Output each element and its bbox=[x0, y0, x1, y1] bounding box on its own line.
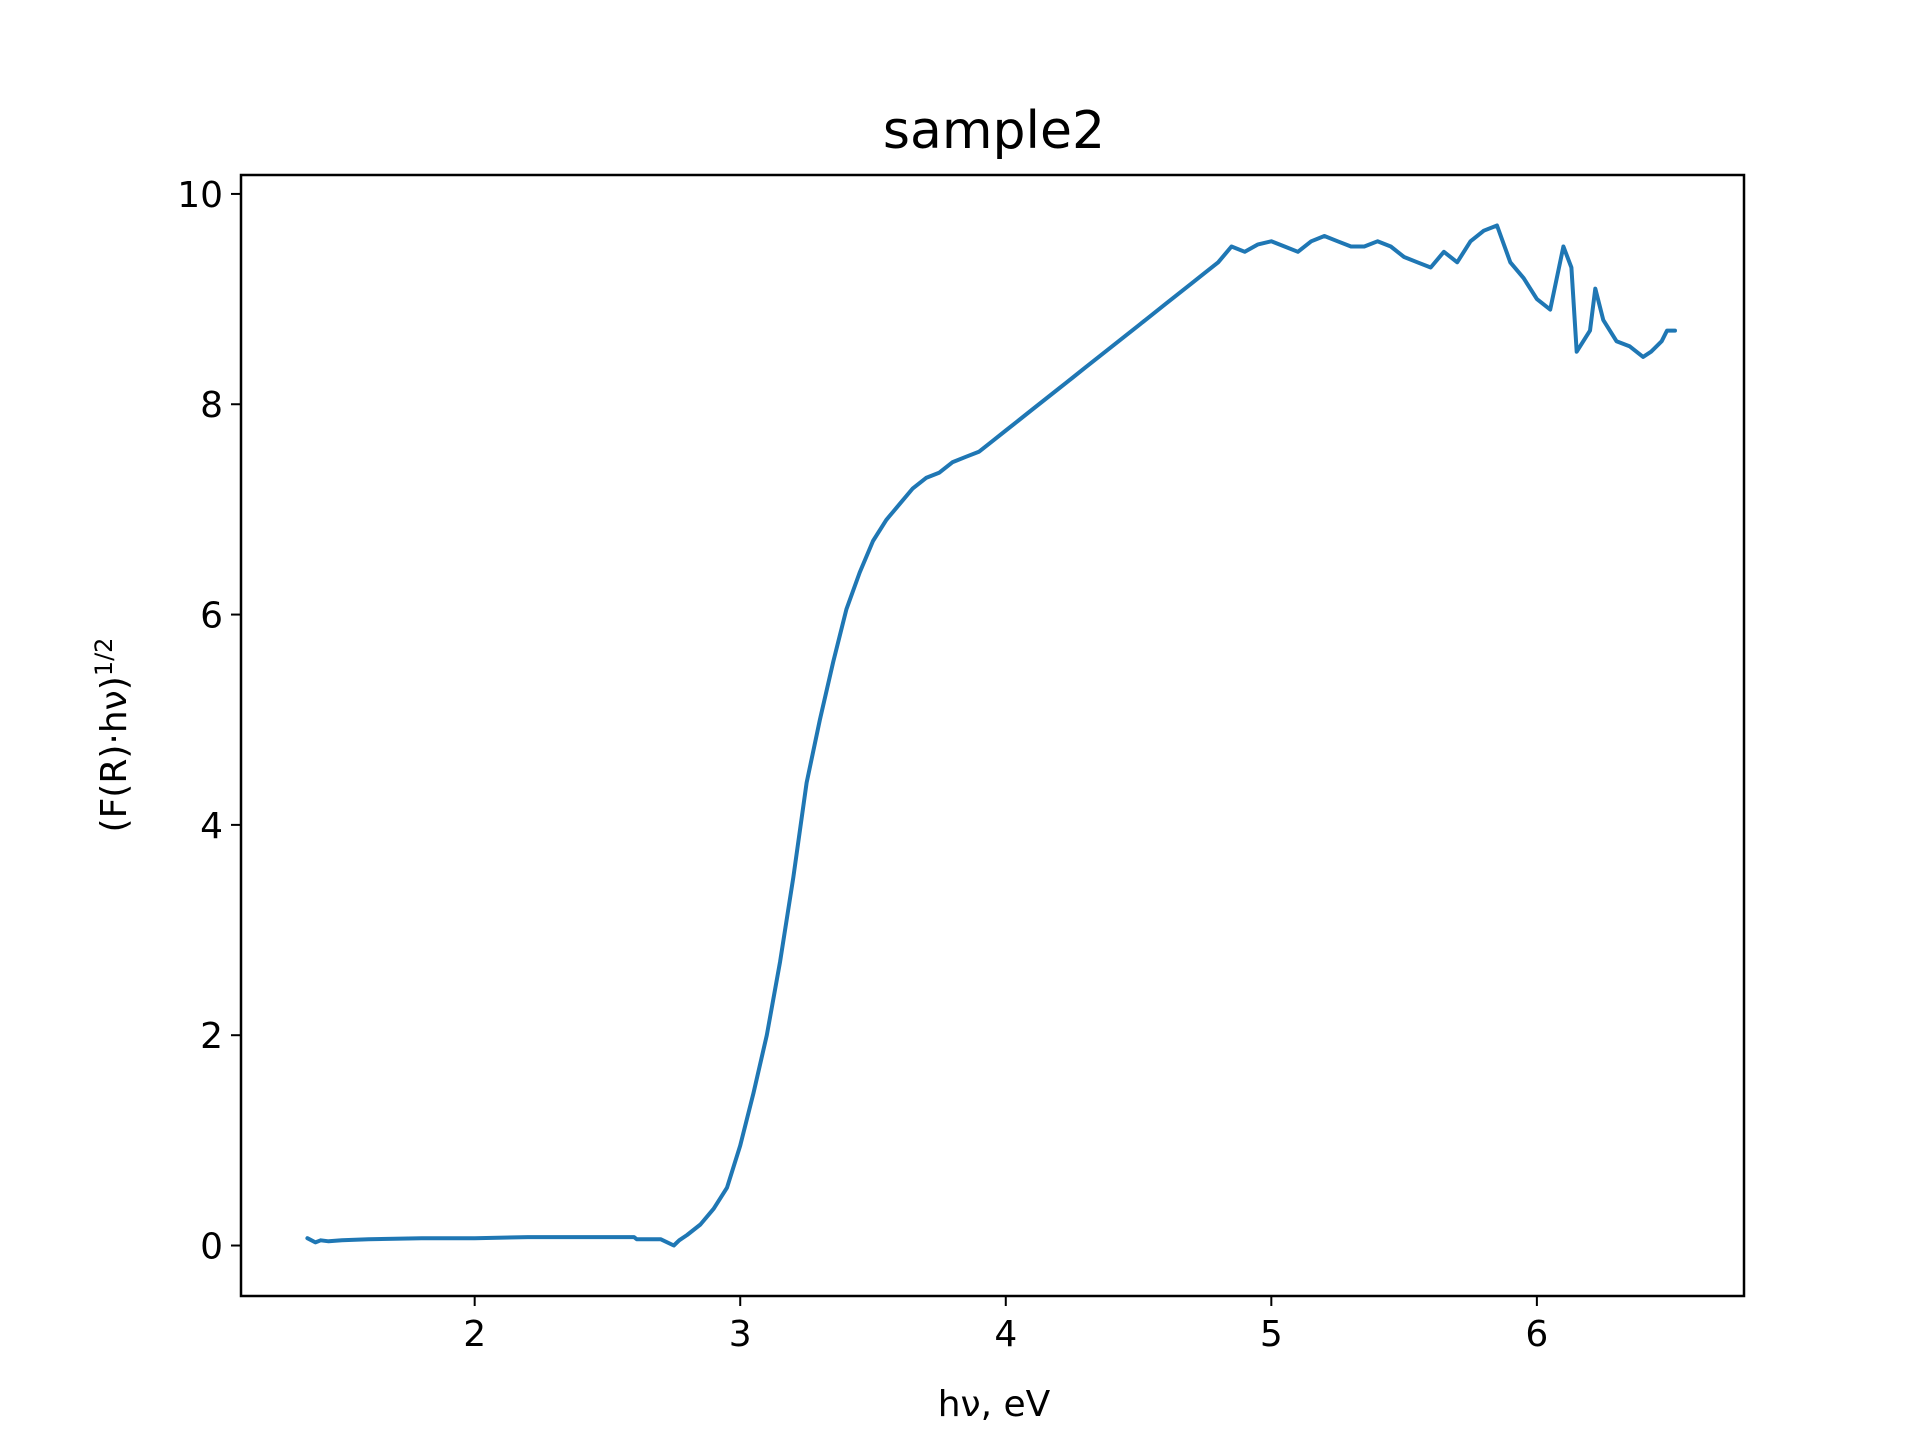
x-tick-label: 4 bbox=[994, 1314, 1017, 1355]
y-tick-label: 0 bbox=[200, 1227, 223, 1268]
x-tick-label: 3 bbox=[729, 1314, 752, 1355]
x-tick-label: 2 bbox=[463, 1314, 486, 1355]
y-tick-label: 6 bbox=[200, 596, 223, 637]
x-axis: 2 3 4 5 6 bbox=[463, 1296, 1548, 1355]
y-axis-label-main: (F(R)·hν) bbox=[94, 676, 135, 832]
x-axis-label: hν, eV bbox=[938, 1384, 1051, 1425]
chart-title: sample2 bbox=[883, 101, 1105, 161]
x-tick-label: 5 bbox=[1260, 1314, 1283, 1355]
y-axis-label: (F(R)·hν)1/2 bbox=[90, 638, 135, 833]
y-tick-label: 10 bbox=[177, 175, 223, 216]
y-tick-label: 2 bbox=[200, 1016, 223, 1057]
y-tick-label: 8 bbox=[200, 385, 223, 426]
x-tick-label: 6 bbox=[1525, 1314, 1548, 1355]
y-tick-label: 4 bbox=[200, 806, 223, 847]
y-axis-label-sup: 1/2 bbox=[90, 638, 118, 677]
series-line bbox=[305, 223, 1677, 1248]
y-axis: 0 2 4 6 8 10 bbox=[177, 175, 241, 1268]
plot-frame bbox=[239, 173, 1746, 1298]
